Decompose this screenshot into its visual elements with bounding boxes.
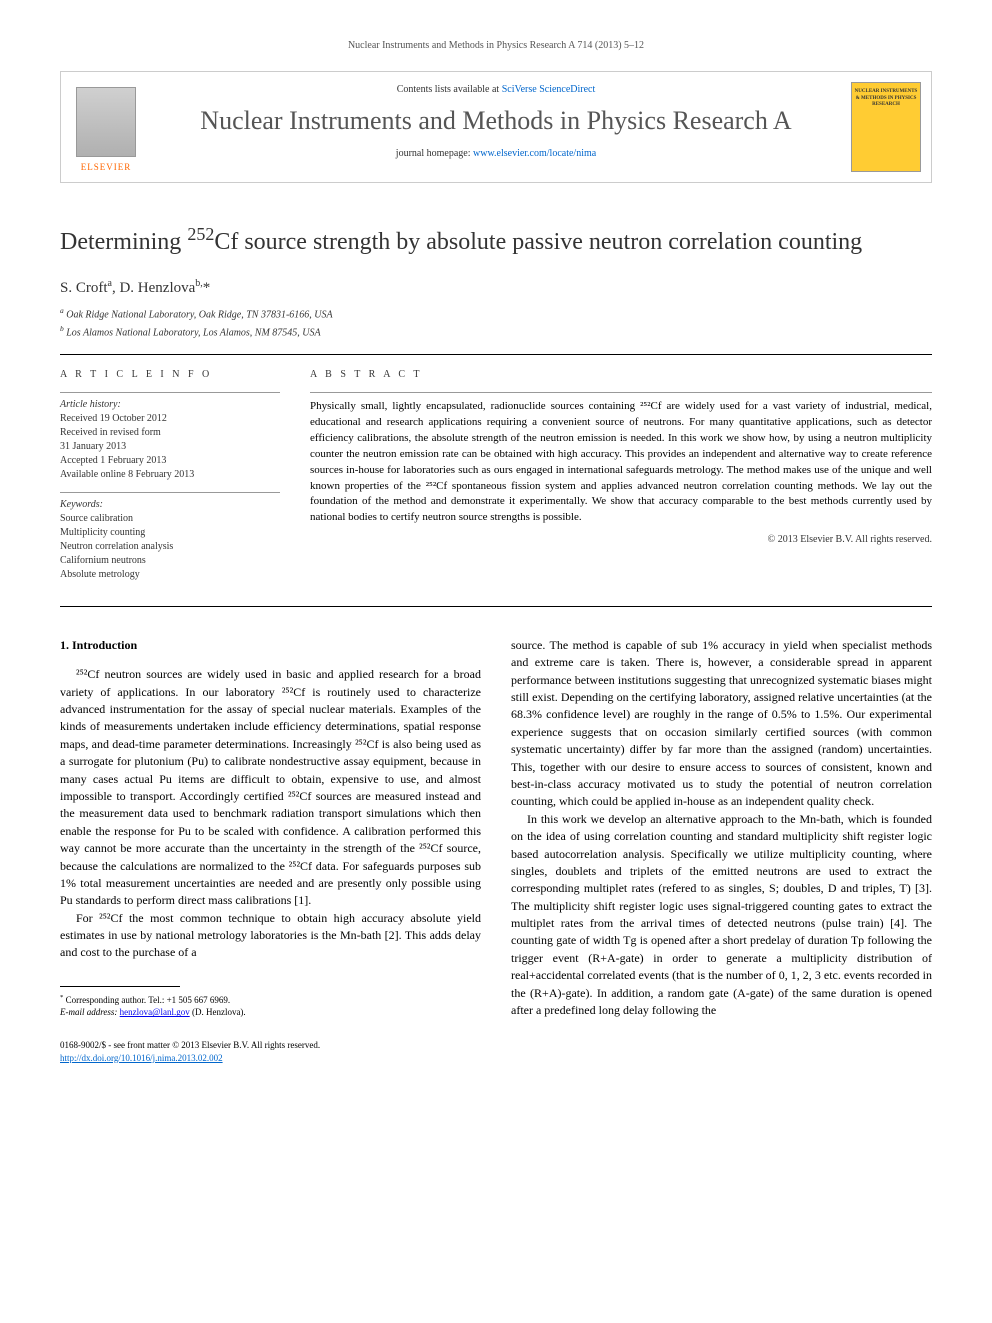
author-list: S. Crofta, D. Henzlovab,* [60,278,932,297]
publisher-block: ELSEVIER [61,72,151,182]
masthead-center: Contents lists available at SciVerse Sci… [151,72,841,182]
affiliation-b-text: Los Alamos National Laboratory, Los Alam… [66,327,320,338]
abstract-copyright: © 2013 Elsevier B.V. All rights reserved… [310,534,932,545]
affiliation-a: a Oak Ridge National Laboratory, Oak Rid… [60,305,932,322]
abstract-column: A B S T R A C T Physically small, lightl… [310,369,932,592]
elsevier-tree-icon [76,87,136,157]
page-container: Nuclear Instruments and Methods in Physi… [0,0,992,1094]
article-title: Determining 252Cf source strength by abs… [60,223,932,258]
email-label: E-mail address: [60,1007,120,1017]
body-column-right: source. The method is capable of sub 1% … [511,637,932,1064]
history-text: Received 19 October 2012 Received in rev… [60,412,280,482]
title-sup: 252 [187,224,214,244]
corresponding-star-icon: * [203,280,211,296]
affiliations: a Oak Ridge National Laboratory, Oak Rid… [60,305,932,340]
sciencedirect-link[interactable]: SciVerse ScienceDirect [502,84,596,95]
info-divider [60,392,280,393]
abstract-text: Physically small, lightly encapsulated, … [310,399,932,527]
author-1: S. Croft [60,280,108,296]
keywords-text: Source calibration Multiplicity counting… [60,512,280,582]
abstract-divider [310,392,932,393]
corresponding-footnote: * Corresponding author. Tel.: +1 505 667… [60,993,481,1007]
body-column-left: 1. Introduction ²⁵²Cf neutron sources ar… [60,637,481,1064]
homepage-prefix: journal homepage: [396,148,473,159]
info-divider-2 [60,492,280,493]
keywords-label: Keywords: [60,499,280,510]
abstract-heading: A B S T R A C T [310,369,932,380]
affiliation-a-text: Oak Ridge National Laboratory, Oak Ridge… [66,310,332,321]
body-p2: For ²⁵²Cf the most common technique to o… [60,910,481,962]
footnote-separator [60,986,180,987]
author-2-aff: b, [195,278,203,289]
article-info-heading: A R T I C L E I N F O [60,369,280,380]
title-post: Cf source strength by absolute passive n… [214,229,862,255]
title-pre: Determining [60,229,187,255]
footnote-block: * Corresponding author. Tel.: +1 505 667… [60,993,481,1019]
contents-line: Contents lists available at SciVerse Sci… [161,84,831,95]
doi-line-1: 0168-9002/$ - see front matter © 2013 El… [60,1039,481,1052]
body-p3: source. The method is capable of sub 1% … [511,637,932,811]
publisher-name: ELSEVIER [81,162,132,172]
divider [60,354,932,355]
body-columns: 1. Introduction ²⁵²Cf neutron sources ar… [60,637,932,1064]
divider-2 [60,606,932,607]
email-who: (D. Henzlova). [190,1007,246,1017]
running-header: Nuclear Instruments and Methods in Physi… [60,40,932,51]
history-label: Article history: [60,399,280,410]
info-abstract-row: A R T I C L E I N F O Article history: R… [60,369,932,592]
cover-block: NUCLEAR INSTRUMENTS & METHODS IN PHYSICS… [841,72,931,182]
body-p1: ²⁵²Cf neutron sources are widely used in… [60,666,481,909]
section-1-heading: 1. Introduction [60,637,481,654]
homepage-line: journal homepage: www.elsevier.com/locat… [161,148,831,159]
doi-link[interactable]: http://dx.doi.org/10.1016/j.nima.2013.02… [60,1053,223,1063]
contents-prefix: Contents lists available at [397,84,502,95]
cover-text: NUCLEAR INSTRUMENTS & METHODS IN PHYSICS… [854,89,918,109]
corr-text: Corresponding author. Tel.: +1 505 667 6… [66,995,231,1005]
email-link[interactable]: henzlova@lanl.gov [120,1007,190,1017]
journal-name: Nuclear Instruments and Methods in Physi… [161,105,831,136]
author-2: D. Henzlova [119,280,195,296]
homepage-link[interactable]: www.elsevier.com/locate/nima [473,148,596,159]
doi-block: 0168-9002/$ - see front matter © 2013 El… [60,1039,481,1064]
affiliation-b: b Los Alamos National Laboratory, Los Al… [60,323,932,340]
journal-masthead: ELSEVIER Contents lists available at Sci… [60,71,932,183]
body-p4: In this work we develop an alternative a… [511,811,932,1020]
article-info: A R T I C L E I N F O Article history: R… [60,369,280,592]
email-footnote: E-mail address: henzlova@lanl.gov (D. He… [60,1006,481,1019]
journal-cover-icon: NUCLEAR INSTRUMENTS & METHODS IN PHYSICS… [851,82,921,172]
